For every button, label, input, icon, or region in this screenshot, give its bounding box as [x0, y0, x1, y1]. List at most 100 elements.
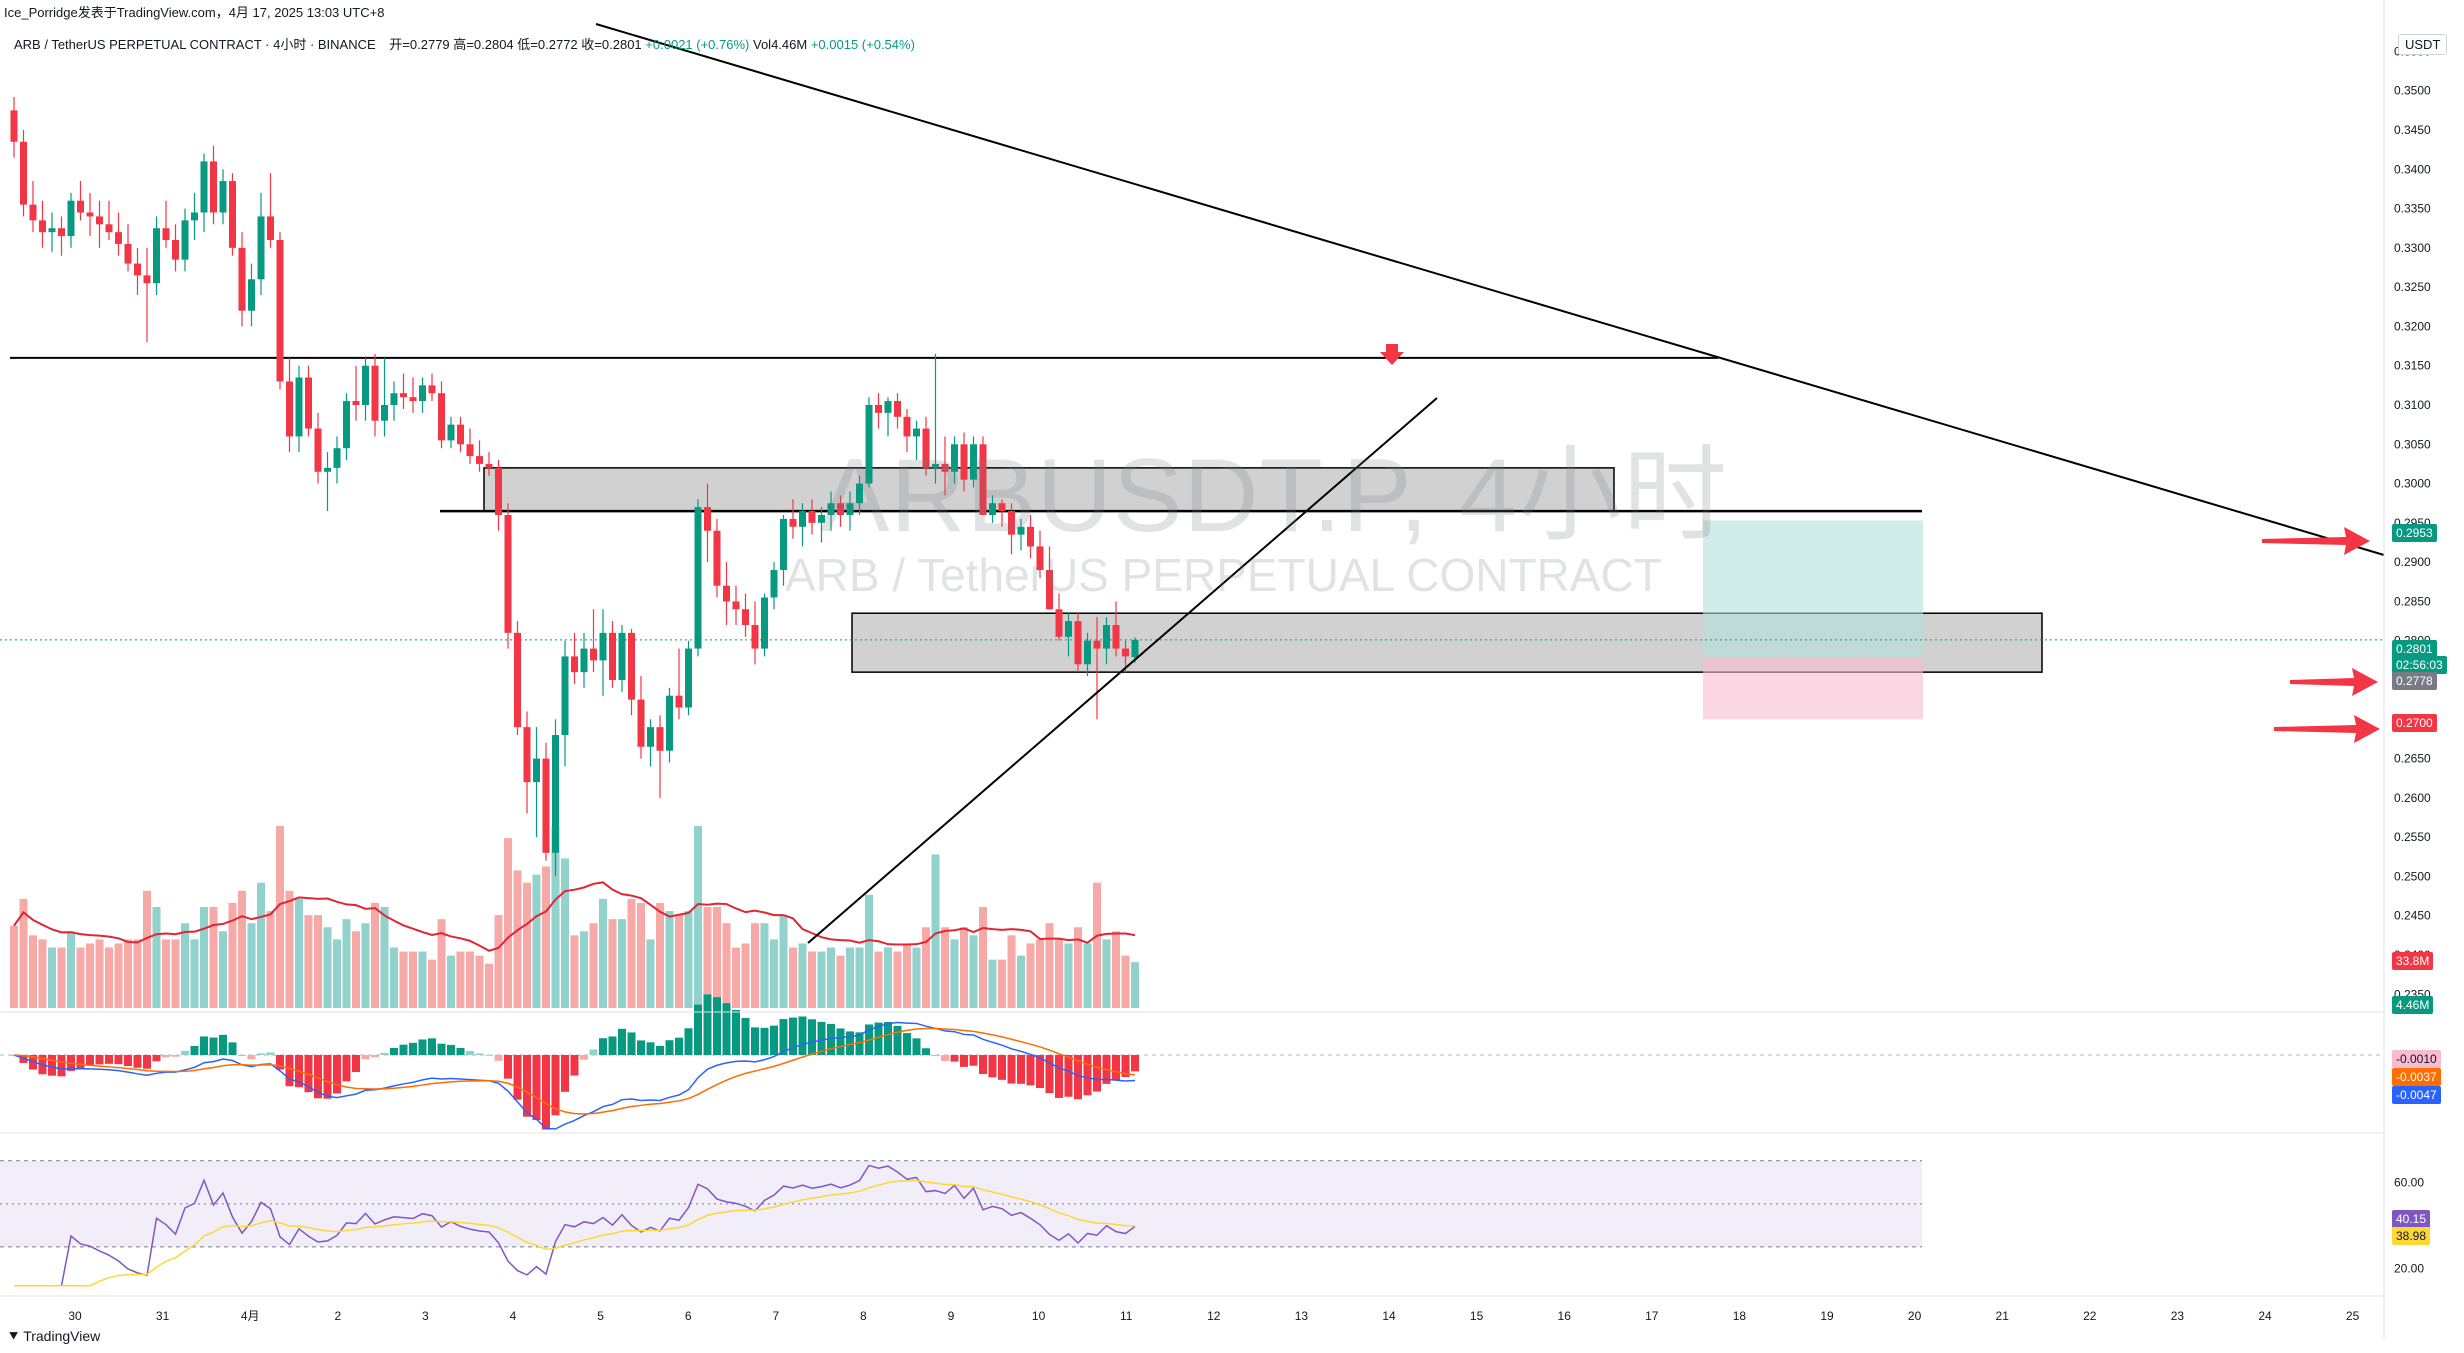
candle-body [67, 200, 75, 237]
price-tick-label: 0.3250 [2394, 280, 2431, 294]
volume-bar [713, 907, 721, 1008]
time-tick-label: 7 [772, 1309, 779, 1323]
volume-bar [1045, 923, 1054, 1008]
candle-body [1084, 640, 1091, 665]
candle-body [618, 632, 626, 680]
volume-bars [10, 826, 1139, 1008]
price-tick-label: 0.3150 [2394, 359, 2431, 373]
macd-histogram-bar [190, 1045, 199, 1055]
time-tick-label: 5 [597, 1309, 604, 1323]
macd-histogram-bar [399, 1044, 408, 1055]
macd-histogram-bar [437, 1043, 446, 1055]
macd-hist-badge: -0.0010 [2392, 1050, 2441, 1068]
candle-body [542, 758, 550, 853]
volume-bar [760, 923, 769, 1008]
candle-body [485, 463, 493, 468]
macd-histogram-bar [703, 994, 712, 1055]
macd-histogram-bar [181, 1050, 189, 1055]
time-tick-label: 21 [1996, 1309, 2010, 1323]
macd-histogram-bar [95, 1055, 104, 1065]
volume-bar [608, 919, 617, 1008]
candle-body [694, 507, 702, 649]
candle-body [77, 200, 84, 213]
volume-bar [950, 939, 959, 1008]
macd-histogram-bar [371, 1055, 379, 1058]
entry-price-badge: 0.2778 [2392, 672, 2437, 690]
rsi-tick-label: 20.00 [2394, 1261, 2424, 1275]
candle-body [115, 232, 122, 244]
macd-histogram-bar [494, 1055, 503, 1061]
publisher-line: Ice_Porridge发表于TradingView.com，4月 17, 20… [4, 5, 385, 20]
candle-body [647, 727, 654, 747]
price-tick-label: 0.2550 [2394, 830, 2431, 844]
volume-bar [29, 935, 37, 1008]
volume-bar [333, 939, 341, 1008]
macd-histogram-bar [285, 1055, 294, 1087]
macd-histogram-bar [1026, 1055, 1035, 1086]
candle-body [286, 381, 293, 437]
volume-bar [798, 943, 807, 1008]
symbol-legend[interactable]: ARB / TetherUS PERPETUAL CONTRACT · 4小时 … [14, 34, 915, 53]
volume-bar [1017, 955, 1025, 1008]
volume-bar [675, 915, 683, 1008]
candle-body [428, 385, 436, 394]
macd-histogram-bar [523, 1055, 531, 1117]
candle-body [523, 727, 531, 783]
macd-histogram-bar [447, 1044, 455, 1055]
candle-body [571, 656, 578, 673]
price-tick-label: 0.2900 [2394, 555, 2431, 569]
candle-body [780, 518, 787, 570]
candle-body [1065, 621, 1072, 637]
volume-bar [694, 826, 702, 1008]
candle-body [552, 735, 559, 853]
macd-histogram-bar [979, 1055, 987, 1075]
time-tick-label: 30 [68, 1309, 82, 1323]
candle-body [533, 758, 540, 783]
long-target-zone [1703, 520, 1923, 658]
candle-body [514, 632, 521, 728]
volume-bar [447, 955, 455, 1008]
volume-bar [551, 826, 560, 1008]
volume-bar [988, 959, 997, 1008]
macd-histogram-bar [257, 1053, 265, 1055]
currency-button[interactable]: USDT [2398, 34, 2448, 55]
candle-body [628, 632, 635, 700]
macd-histogram-bar [817, 1021, 826, 1055]
macd-histogram-bar [618, 1028, 626, 1055]
price-tick-label: 0.3000 [2394, 477, 2431, 491]
volume-bar [532, 874, 541, 1008]
volume-bar [1064, 943, 1073, 1008]
candle-body [400, 393, 407, 398]
macd-histogram-bar [779, 1019, 788, 1055]
legend-close-label: 收 [581, 37, 595, 52]
footer-brand[interactable]: ⯆ TradingView [8, 1328, 100, 1345]
macd-histogram-bar [637, 1040, 645, 1055]
volume-bar [836, 955, 845, 1008]
macd-histogram-bar [475, 1053, 484, 1055]
candle-body [827, 503, 835, 515]
volume-bar [874, 951, 883, 1008]
macd-histogram-bar [1074, 1055, 1082, 1100]
brand-name: TradingView [23, 1328, 101, 1344]
volume-bar [979, 907, 987, 1008]
candle-body [200, 161, 208, 213]
macd-histogram-bar [1055, 1055, 1063, 1098]
macd-histogram-bar [57, 1055, 66, 1077]
volume-bar [19, 898, 28, 1008]
volume-ma-line [13, 881, 1136, 952]
volume-bar [969, 935, 978, 1008]
macd-histogram-bar [599, 1038, 607, 1055]
volume-bar [561, 858, 569, 1008]
macd-histogram-bar [133, 1055, 142, 1068]
candle-body [305, 377, 312, 429]
candle-body [324, 467, 331, 472]
macd-histogram-bar [665, 1040, 674, 1055]
macd-histogram-bar [722, 1003, 731, 1055]
watermark-symbol: ARBUSDT.P, 4小时 [820, 438, 1728, 554]
volume-bar [656, 902, 664, 1008]
volume-bar [808, 951, 816, 1008]
time-tick-label: 20 [1908, 1309, 1922, 1323]
macd-histogram-bar [409, 1042, 417, 1055]
candle-body [1055, 609, 1063, 637]
